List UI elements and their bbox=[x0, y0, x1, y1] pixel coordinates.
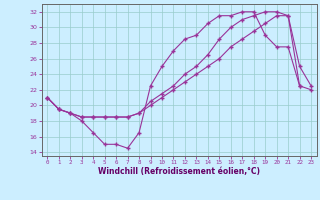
X-axis label: Windchill (Refroidissement éolien,°C): Windchill (Refroidissement éolien,°C) bbox=[98, 167, 260, 176]
